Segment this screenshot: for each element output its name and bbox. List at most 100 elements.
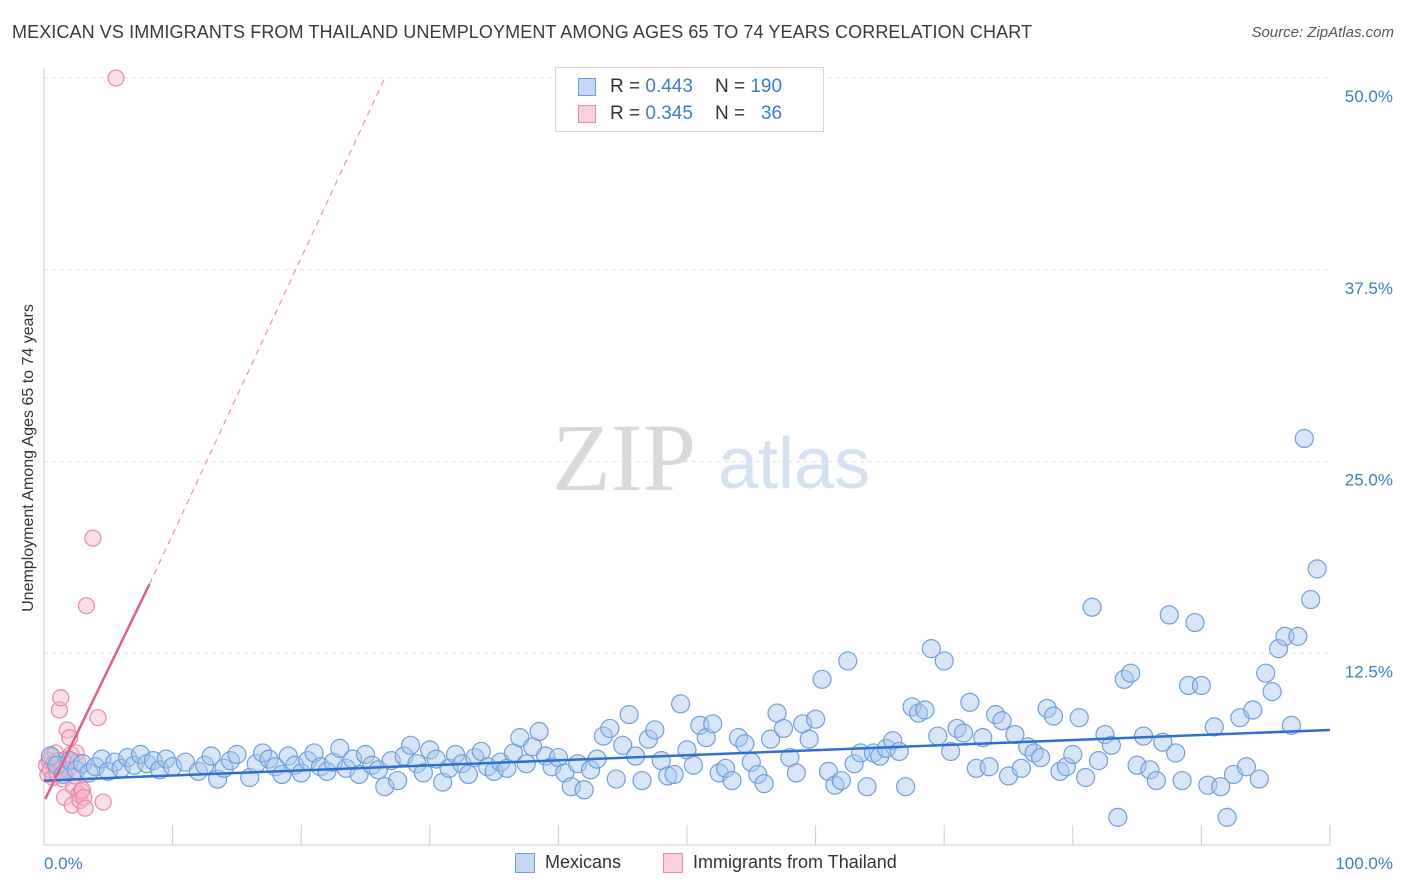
mexican-point bbox=[754, 774, 774, 794]
thailand-point bbox=[52, 689, 70, 707]
mexican-point bbox=[1056, 757, 1076, 777]
legend-row-mexicans: R = 0.443 N = 190 bbox=[578, 76, 782, 98]
mexican-point bbox=[831, 770, 851, 791]
chart-title: MEXICAN VS IMMIGRANTS FROM THAILAND UNEM… bbox=[12, 22, 1033, 42]
mexican-point bbox=[1307, 559, 1327, 579]
mexican-point bbox=[85, 757, 106, 777]
legend-r-value: 0.443 bbox=[645, 76, 693, 97]
mexican-point bbox=[458, 764, 478, 785]
mexican-point bbox=[1011, 758, 1031, 778]
mexican-point bbox=[979, 757, 999, 777]
y-tick-label: 12.5% bbox=[1345, 662, 1393, 681]
mexican-point bbox=[1294, 428, 1314, 449]
axis-layer bbox=[43, 68, 1331, 846]
mexican-point bbox=[593, 726, 614, 746]
mexican-point bbox=[330, 738, 350, 758]
watermark-zip: ZIP bbox=[552, 404, 696, 511]
mexican-point bbox=[606, 769, 626, 789]
mexican-point bbox=[773, 718, 794, 739]
legend-n-label: N = bbox=[714, 103, 746, 124]
mexican-points bbox=[40, 428, 1327, 827]
mexican-point bbox=[529, 721, 549, 742]
mexican-point bbox=[1101, 735, 1121, 755]
mexican-point bbox=[516, 754, 536, 774]
y-tick-label: 50.0% bbox=[1345, 87, 1393, 106]
mexican-trend-line bbox=[43, 728, 1331, 782]
mexican-point bbox=[812, 669, 832, 689]
mexican-point bbox=[1031, 747, 1051, 768]
mexican-point bbox=[934, 651, 954, 671]
legend-n-label: N = bbox=[714, 76, 746, 97]
mexican-point bbox=[1043, 706, 1064, 726]
mexican-point bbox=[760, 729, 781, 749]
mexican-point bbox=[1127, 755, 1147, 775]
legend-r-label: R = bbox=[610, 103, 641, 124]
mexican-point bbox=[715, 758, 736, 778]
thailand-point bbox=[50, 701, 69, 719]
legend-r-value: 0.345 bbox=[645, 103, 693, 124]
mexican-point bbox=[683, 755, 704, 775]
legend-n-value: 36 bbox=[760, 103, 783, 124]
mexican-point bbox=[1281, 715, 1302, 735]
mexican-point bbox=[1063, 744, 1083, 765]
mexican-point bbox=[722, 770, 742, 791]
mexican-point bbox=[1249, 769, 1269, 789]
mexican-point bbox=[664, 764, 684, 785]
mexican-point bbox=[574, 780, 594, 800]
mexican-point bbox=[857, 777, 877, 797]
mexican-point bbox=[1301, 589, 1321, 610]
mexican-point bbox=[1088, 751, 1109, 771]
x-tick-label: 100.0% bbox=[1335, 854, 1393, 873]
mexican-point bbox=[844, 754, 864, 774]
mexican-point bbox=[355, 744, 376, 765]
mexican-point bbox=[1191, 675, 1212, 696]
mexican-point bbox=[1243, 700, 1263, 720]
mexican-point bbox=[889, 741, 909, 762]
series-swatch-mexicans bbox=[515, 852, 535, 873]
mexican-point bbox=[883, 731, 903, 751]
mexican-point bbox=[632, 770, 652, 791]
mexican-point bbox=[381, 751, 401, 771]
mexican-point bbox=[992, 711, 1012, 731]
thailand-trend-extension bbox=[148, 77, 386, 585]
legend-row-thailand: R = 0.345 N = 36 bbox=[578, 103, 782, 125]
mexican-point bbox=[619, 705, 639, 725]
mexican-point bbox=[156, 749, 176, 769]
mexican-point bbox=[1185, 612, 1205, 633]
mexican-point bbox=[227, 744, 247, 765]
mexican-point bbox=[580, 760, 601, 780]
mexican-point bbox=[805, 709, 826, 729]
mexican-point bbox=[1108, 807, 1128, 827]
legend-swatch-mexicans bbox=[578, 78, 596, 96]
mexican-point bbox=[915, 700, 935, 720]
mexican-point bbox=[1140, 760, 1160, 780]
x-tick-label: 0.0% bbox=[44, 854, 83, 873]
mexican-point bbox=[703, 714, 723, 734]
mexican-point bbox=[973, 728, 993, 748]
series-swatch-thailand bbox=[663, 852, 683, 873]
thailand-point bbox=[84, 529, 102, 547]
grid-layer bbox=[44, 77, 1330, 654]
mexican-point bbox=[838, 651, 858, 671]
mexican-point bbox=[670, 694, 691, 714]
mexican-point bbox=[1256, 663, 1276, 683]
y-tick-label: 25.0% bbox=[1345, 471, 1393, 490]
mexican-point bbox=[1268, 639, 1289, 659]
mexican-point bbox=[1217, 807, 1237, 827]
mexican-point bbox=[413, 763, 433, 783]
mexican-point bbox=[1236, 757, 1257, 777]
mexican-point bbox=[259, 749, 279, 769]
tick-labels: 12.5% 25.0% 37.5% 50.0% 0.0% 100.0% bbox=[44, 87, 1393, 873]
mexican-point bbox=[1166, 743, 1186, 763]
mexican-point bbox=[786, 763, 806, 783]
mexican-point bbox=[1159, 605, 1179, 625]
mexican-point bbox=[658, 766, 678, 786]
source-credit: Source: ZipAtlas.com bbox=[1251, 24, 1394, 41]
mexican-point bbox=[960, 692, 980, 712]
thailand-trend-line bbox=[44, 583, 151, 800]
mexican-point bbox=[1204, 717, 1224, 737]
mexican-point bbox=[1262, 681, 1282, 702]
mexican-point bbox=[291, 763, 311, 783]
watermark-atlas: atlas bbox=[718, 424, 870, 504]
